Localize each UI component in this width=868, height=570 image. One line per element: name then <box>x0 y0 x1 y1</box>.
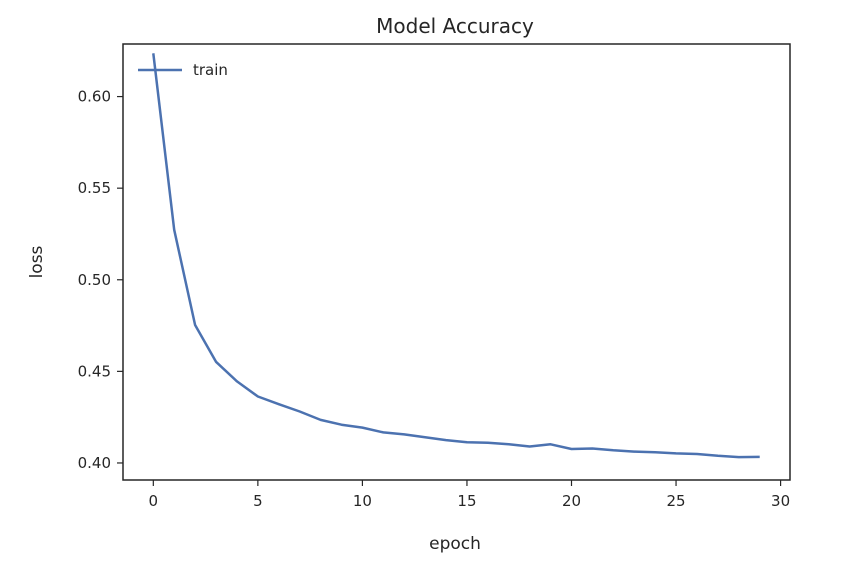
x-tick-label: 20 <box>562 492 581 510</box>
series-line-train <box>152 53 760 459</box>
legend-label-train: train <box>193 61 228 79</box>
x-axis: 0 5 10 15 20 25 30 <box>149 480 790 510</box>
x-axis-title: epoch <box>429 534 481 554</box>
y-tick-label: 0.50 <box>78 271 111 289</box>
x-tick-label: 10 <box>353 492 372 510</box>
plot-area <box>152 53 760 459</box>
y-tick-label: 0.45 <box>78 362 111 380</box>
y-tick-label: 0.55 <box>78 179 111 197</box>
y-tick-label: 0.40 <box>78 454 111 472</box>
chart-title: Model Accuracy <box>376 14 534 38</box>
y-tick-label: 0.60 <box>78 88 111 106</box>
y-axis: 0.40 0.45 0.50 0.55 0.60 <box>78 88 123 472</box>
x-tick-label: 5 <box>253 492 263 510</box>
plot-frame <box>122 43 791 481</box>
x-tick-label: 25 <box>666 492 685 510</box>
y-axis-title: loss <box>27 245 47 278</box>
x-tick-label: 15 <box>457 492 476 510</box>
legend: train <box>138 61 228 79</box>
x-tick-label: 0 <box>149 492 159 510</box>
x-tick-label: 30 <box>771 492 790 510</box>
